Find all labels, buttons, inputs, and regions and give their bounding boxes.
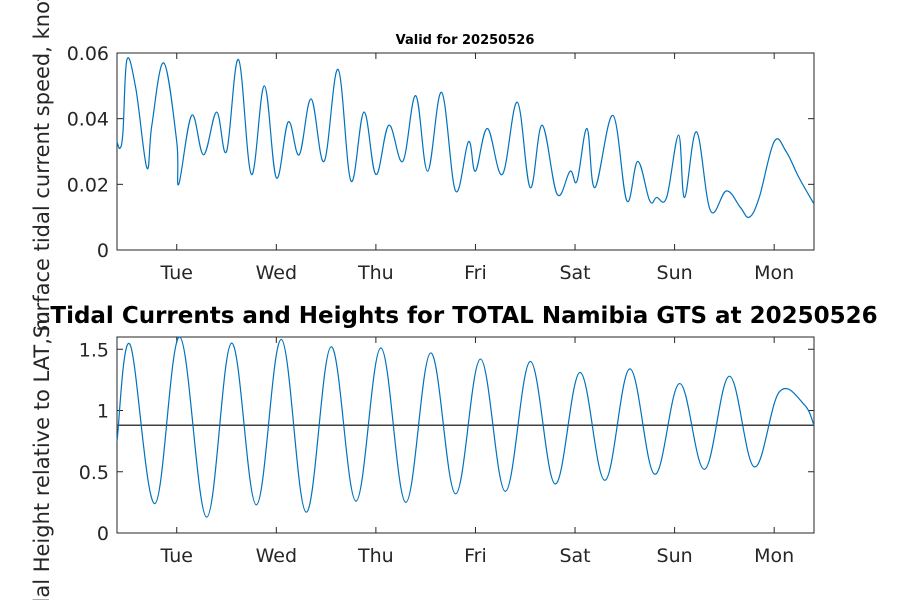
bottom-x-tick-label: Wed xyxy=(256,545,297,567)
bottom-x-tick-label: Mon xyxy=(754,545,794,567)
bottom-y-tick-label: 1.5 xyxy=(79,339,109,361)
top-y-tick-label: 0.06 xyxy=(67,43,109,65)
bottom-y-axis-label: Tidal Height relative to LAT, m xyxy=(30,311,54,600)
top-y-axis-label: Surface tidal current speed, knots xyxy=(30,0,54,338)
top-x-tick-label: Mon xyxy=(754,262,794,284)
top-x-tick-label: Sun xyxy=(657,262,693,284)
top-x-ticks: Tue Wed Thu Fri Sat Sun Mon xyxy=(160,53,794,284)
bottom-y-tick-label: 0.5 xyxy=(79,462,109,484)
tidal-height-line xyxy=(116,336,815,518)
top-y-ticks: 0 0.02 0.04 0.06 xyxy=(67,43,814,262)
top-x-tick-label: Tue xyxy=(160,262,193,284)
bottom-y-tick-label: 0 xyxy=(97,523,109,545)
top-x-tick-label: Fri xyxy=(464,262,487,284)
bottom-plot-area xyxy=(116,336,815,534)
top-current-speed-axes: Valid for 20250526 00.020.040.06 Tue Wed T… xyxy=(30,0,815,338)
bottom-y-tick-label: 1 xyxy=(97,401,109,423)
current-speed-line xyxy=(116,57,815,219)
bottom-x-tick-label: Tue xyxy=(160,545,193,567)
top-x-tick-label: Thu xyxy=(357,262,394,284)
figure-title: Tidal Currents and Heights for TOTAL Nam… xyxy=(50,303,877,329)
bottom-x-tick-label: Thu xyxy=(357,545,394,567)
top-chart-title: Valid for 20250526 xyxy=(396,33,535,48)
bottom-y-ticks: 0 0.5 1 1.5 xyxy=(79,339,814,545)
top-x-tick-label: Wed xyxy=(256,262,297,284)
bottom-x-ticks: Tue Wed Thu Fri Sat Sun Mon xyxy=(160,337,794,567)
bottom-x-tick-label: Sun xyxy=(657,545,693,567)
top-y-tick-label: 0 xyxy=(97,240,109,262)
bottom-tidal-height-axes: 0 0.5 1 1.5 Tue Wed Thu Fri Sat Sun Mon Tidal Hei… xyxy=(30,311,815,600)
top-y-tick-label: 0.02 xyxy=(67,174,109,196)
bottom-x-tick-label: Fri xyxy=(464,545,487,567)
bottom-x-tick-label: Sat xyxy=(559,545,590,567)
top-x-tick-label: Sat xyxy=(559,262,590,284)
top-y-tick-label: 0.04 xyxy=(67,109,109,131)
